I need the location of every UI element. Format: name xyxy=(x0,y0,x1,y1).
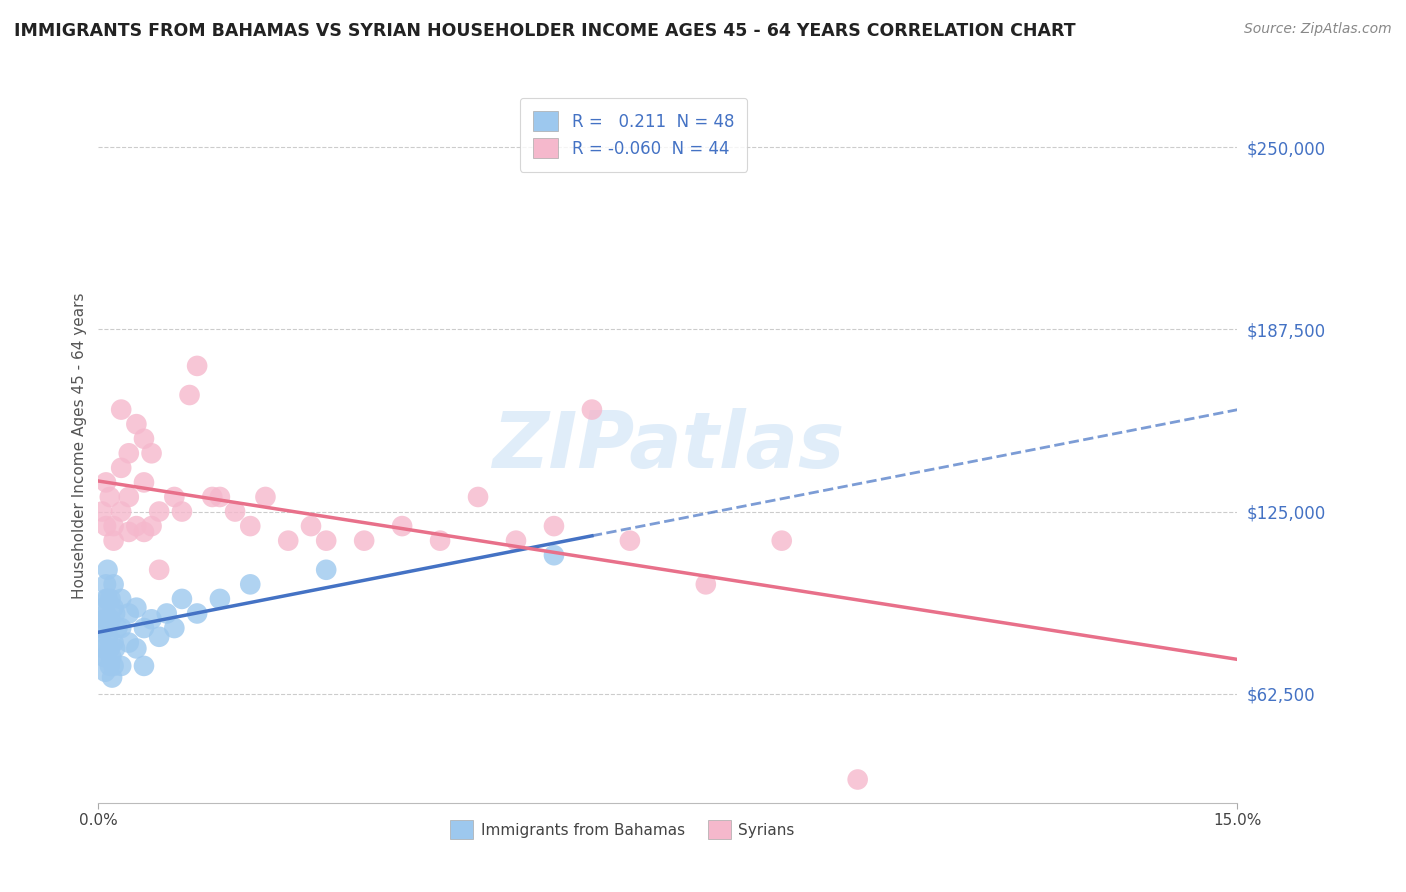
Point xyxy=(186,359,208,373)
Point xyxy=(103,533,125,548)
Point xyxy=(125,600,148,615)
Point xyxy=(315,563,337,577)
Point xyxy=(277,533,299,548)
Point xyxy=(695,577,717,591)
Point xyxy=(98,659,121,673)
Point xyxy=(132,659,155,673)
Point xyxy=(132,621,155,635)
Point xyxy=(141,612,163,626)
Point xyxy=(163,490,186,504)
Point xyxy=(98,490,121,504)
Point xyxy=(100,591,122,606)
Point xyxy=(208,591,231,606)
Point xyxy=(103,635,125,649)
Point xyxy=(543,519,565,533)
Point xyxy=(125,641,148,656)
Point xyxy=(93,641,115,656)
Point xyxy=(118,490,141,504)
Point xyxy=(110,504,132,518)
Point xyxy=(104,607,127,621)
Point xyxy=(110,659,132,673)
Point xyxy=(93,650,115,665)
Point xyxy=(315,533,337,548)
Point xyxy=(619,533,641,548)
Text: ZIPatlas: ZIPatlas xyxy=(492,408,844,484)
Point xyxy=(170,591,193,606)
Point xyxy=(141,446,163,460)
Point xyxy=(118,635,141,649)
Point xyxy=(148,630,170,644)
Point xyxy=(103,577,125,591)
Point xyxy=(96,563,118,577)
Point xyxy=(100,650,122,665)
Point xyxy=(91,635,114,649)
Point xyxy=(505,533,527,548)
Y-axis label: Householder Income Ages 45 - 64 years: Householder Income Ages 45 - 64 years xyxy=(72,293,87,599)
Point xyxy=(107,621,129,635)
Point xyxy=(94,577,117,591)
Point xyxy=(170,504,193,518)
Point xyxy=(141,519,163,533)
Point xyxy=(770,533,793,548)
Point xyxy=(224,504,246,518)
Point xyxy=(429,533,451,548)
Point xyxy=(91,621,114,635)
Point xyxy=(94,607,117,621)
Point xyxy=(186,607,208,621)
Point xyxy=(94,621,117,635)
Point xyxy=(94,475,117,490)
Point xyxy=(163,621,186,635)
Point xyxy=(118,446,141,460)
Point xyxy=(543,548,565,562)
Point xyxy=(96,591,118,606)
Point xyxy=(104,641,127,656)
Legend: Immigrants from Bahamas, Syrians: Immigrants from Bahamas, Syrians xyxy=(444,814,800,845)
Point xyxy=(93,600,115,615)
Point xyxy=(132,432,155,446)
Point xyxy=(118,524,141,539)
Point xyxy=(103,519,125,533)
Point xyxy=(581,402,603,417)
Point xyxy=(103,600,125,615)
Point xyxy=(93,612,115,626)
Point xyxy=(125,417,148,432)
Point xyxy=(846,772,869,787)
Point xyxy=(91,504,114,518)
Point xyxy=(132,524,155,539)
Point xyxy=(156,607,179,621)
Point xyxy=(125,519,148,533)
Point xyxy=(201,490,224,504)
Point xyxy=(148,504,170,518)
Point xyxy=(132,475,155,490)
Point xyxy=(110,402,132,417)
Point xyxy=(94,591,117,606)
Point xyxy=(353,533,375,548)
Point xyxy=(239,577,262,591)
Text: Source: ZipAtlas.com: Source: ZipAtlas.com xyxy=(1244,22,1392,37)
Point xyxy=(110,591,132,606)
Point xyxy=(94,665,117,679)
Point xyxy=(94,519,117,533)
Point xyxy=(467,490,489,504)
Point xyxy=(208,490,231,504)
Point xyxy=(118,607,141,621)
Point xyxy=(103,659,125,673)
Point xyxy=(254,490,277,504)
Point xyxy=(179,388,201,402)
Point xyxy=(101,671,124,685)
Text: IMMIGRANTS FROM BAHAMAS VS SYRIAN HOUSEHOLDER INCOME AGES 45 - 64 YEARS CORRELAT: IMMIGRANTS FROM BAHAMAS VS SYRIAN HOUSEH… xyxy=(14,22,1076,40)
Point xyxy=(391,519,413,533)
Point xyxy=(239,519,262,533)
Point xyxy=(110,621,132,635)
Point xyxy=(94,650,117,665)
Point xyxy=(97,630,120,644)
Point xyxy=(148,563,170,577)
Point xyxy=(98,641,121,656)
Point xyxy=(97,612,120,626)
Point xyxy=(110,460,132,475)
Point xyxy=(100,612,122,626)
Point xyxy=(299,519,322,533)
